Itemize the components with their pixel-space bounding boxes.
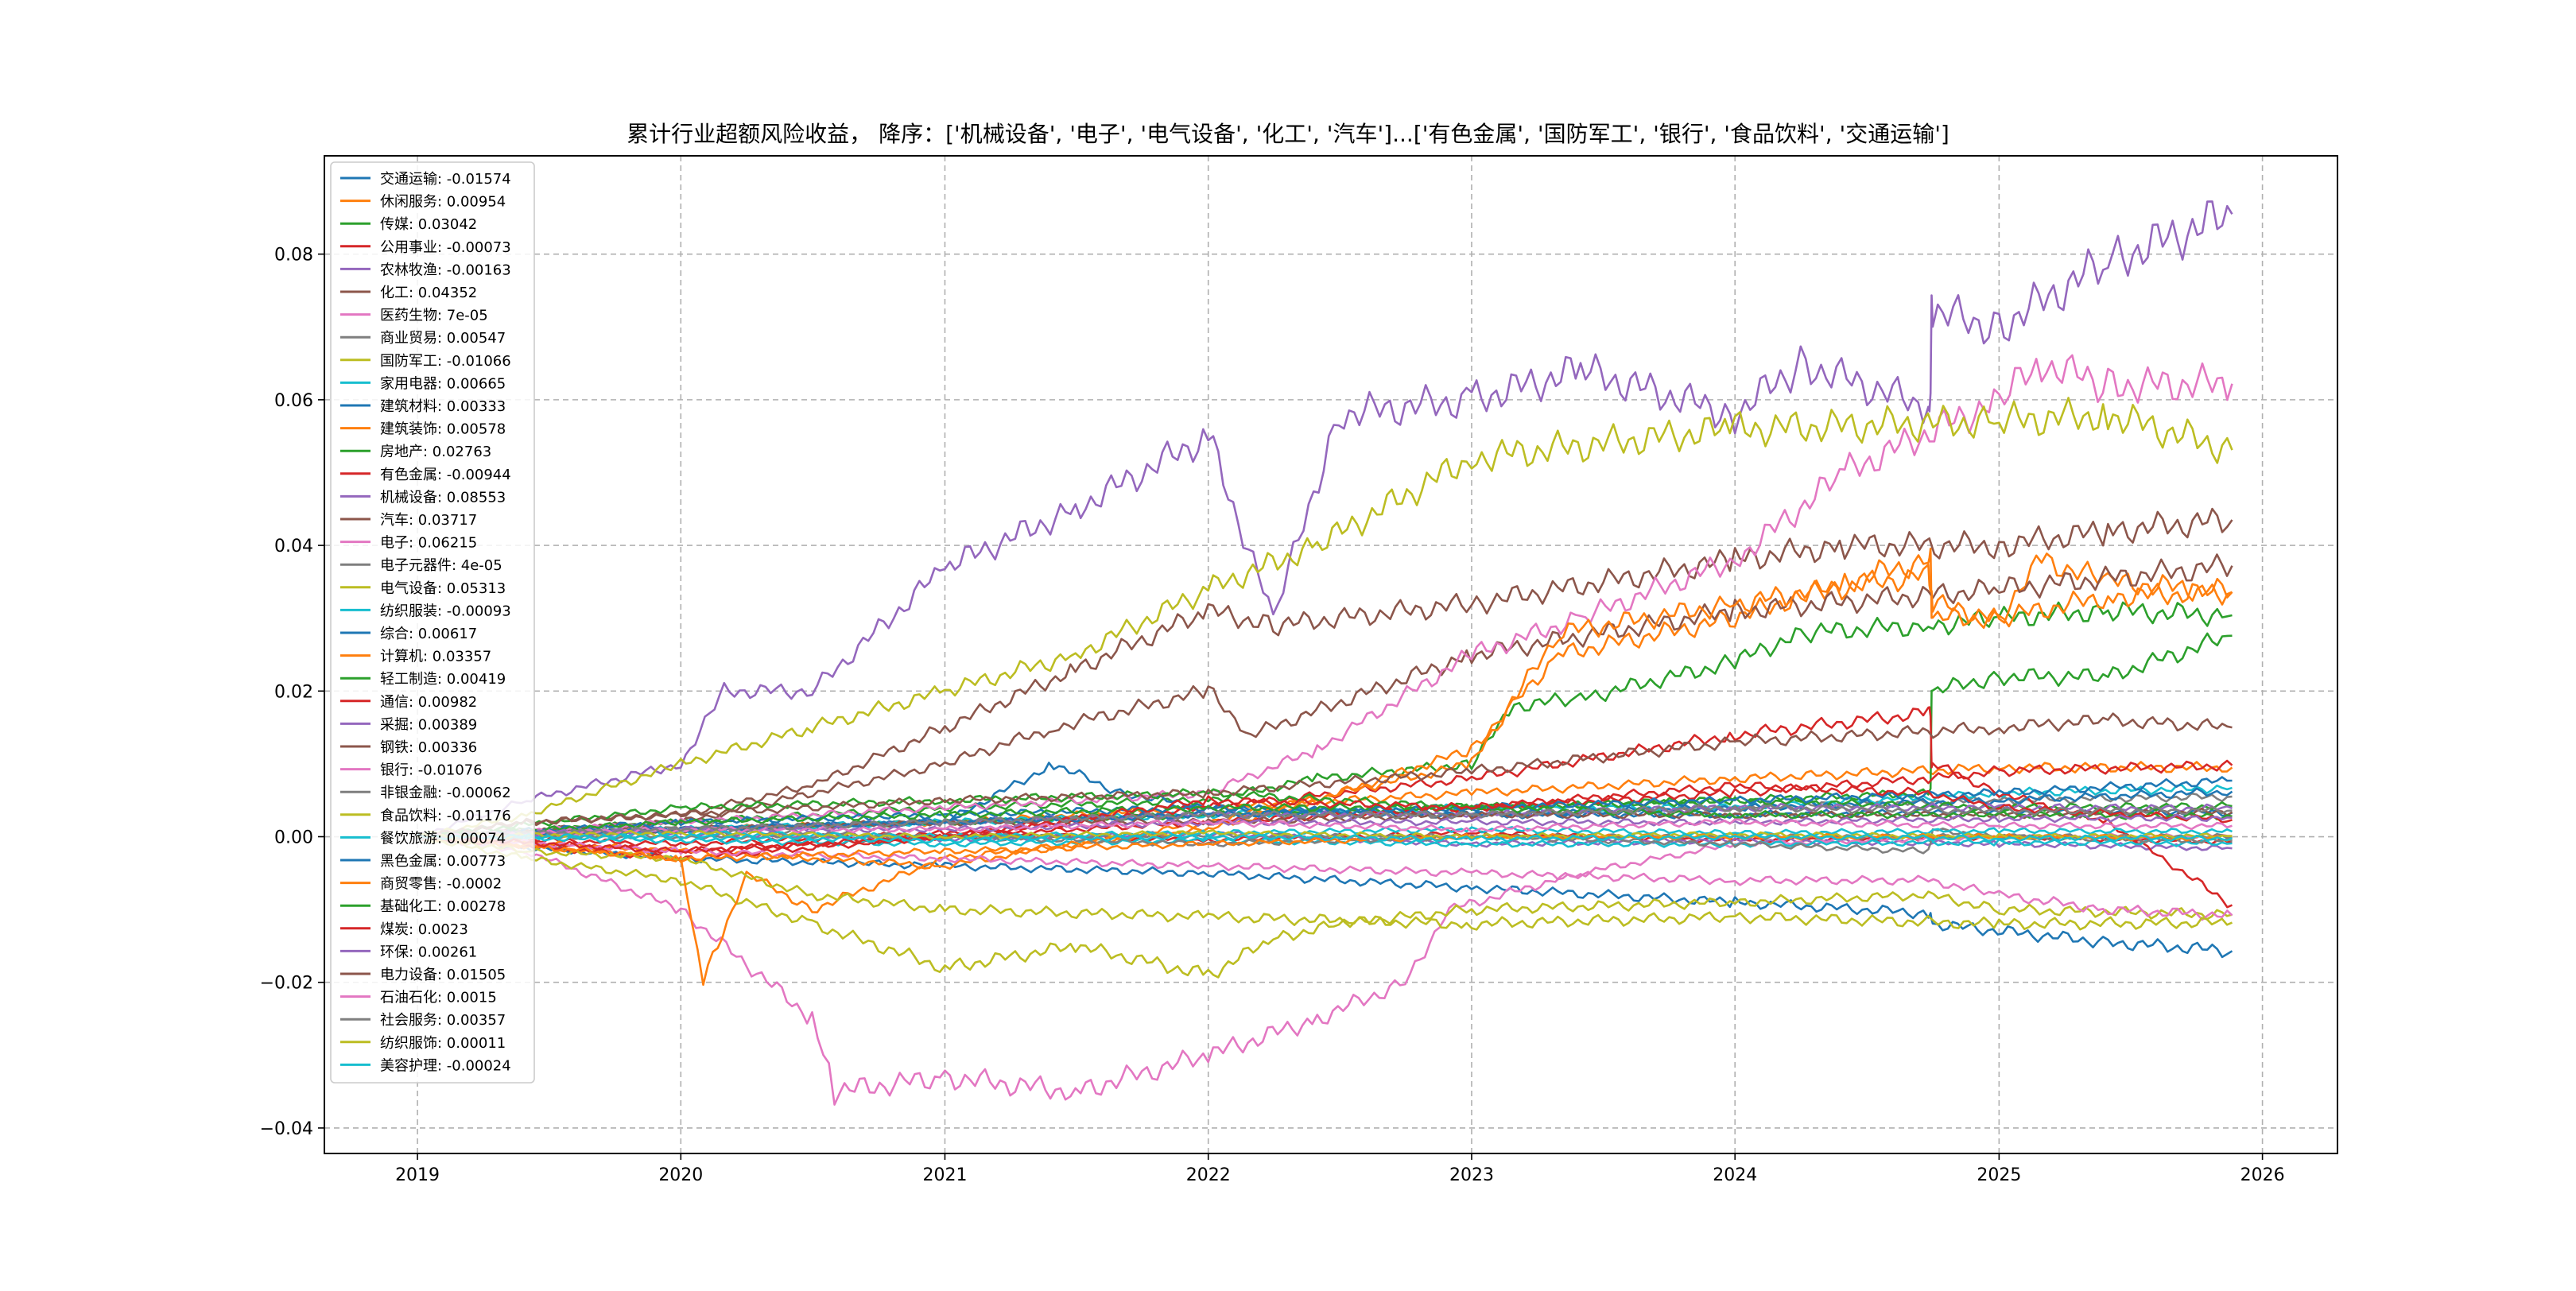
legend-label: 非银金融: -0.00062	[380, 785, 511, 801]
series-line-26	[417, 834, 2233, 921]
grid-layer	[324, 156, 2337, 1153]
series-line-39	[417, 832, 2233, 844]
y-tick-label: 0.08	[274, 246, 313, 266]
series-line-31	[417, 832, 2233, 863]
series-line-35	[417, 712, 2233, 840]
legend-label: 建筑材料: 0.00333	[380, 398, 506, 415]
series-line-11	[417, 547, 2233, 987]
x-tick-label: 2025	[1977, 1165, 2021, 1185]
y-tick-label: 0.06	[274, 391, 313, 411]
legend-label: 煤炭: 0.0023	[380, 921, 468, 938]
legend-label: 美容护理: -0.00024	[380, 1057, 511, 1074]
x-tick-label: 2019	[395, 1165, 440, 1185]
legend-label: 银行: -0.01076	[380, 762, 483, 779]
x-tick-label: 2021	[922, 1165, 967, 1185]
legend-label: 传媒: 0.03042	[380, 216, 477, 233]
legend-label: 国防军工: -0.01066	[380, 353, 511, 370]
series-line-8	[417, 834, 2233, 979]
plot-frame	[324, 155, 2338, 1154]
series-line-15	[417, 553, 2233, 839]
chart-title: 累计行业超额风险收益， 降序：['机械设备', '电子', '电气设备', '化…	[627, 121, 1949, 147]
x-tick-label: 2020	[658, 1165, 703, 1185]
series-line-38	[417, 829, 2233, 840]
x-tick-label: 2026	[2240, 1165, 2285, 1185]
series-line-6	[417, 832, 2233, 1106]
legend-label: 电子元器件: 4e-05	[380, 557, 502, 574]
series-line-2	[417, 601, 2233, 839]
tick-layer: 2019 2020 2021 2022 2023 2024 2025 2026 0.08 0.06…	[260, 246, 2285, 1185]
y-tick-label: 0.04	[274, 537, 313, 556]
legend-box	[330, 161, 535, 1084]
legend-label: 食品饮料: -0.01176	[380, 808, 511, 824]
legend-label: 环保: 0.00261	[380, 944, 477, 960]
legend-label: 石油石化: 0.0015	[380, 990, 497, 1006]
legend-label: 电气设备: 0.05313	[380, 580, 506, 597]
series-line-32	[417, 788, 2233, 839]
legend-label: 社会服务: 0.00357	[380, 1012, 506, 1029]
legend-label: 医药生物: 7e-05	[380, 308, 488, 324]
x-tick-label: 2024	[1713, 1165, 1757, 1185]
series-line-37	[417, 803, 2233, 839]
x-tick-label: 2022	[1186, 1165, 1231, 1185]
series-line-14	[417, 200, 2233, 836]
legend-label: 商贸零售: -0.0002	[380, 876, 502, 893]
legend-label: 农林牧渔: -0.00163	[380, 262, 511, 278]
legend-label: 交通运输: -0.01574	[380, 171, 511, 188]
legend-label: 化工: 0.04352	[380, 285, 477, 301]
legend-label: 轻工制造: 0.00419	[380, 671, 506, 688]
legend-label: 钢铁: 0.00336	[380, 739, 477, 756]
legend-label: 计算机: 0.03357	[380, 649, 491, 665]
legend-label: 纺织服装: -0.00093	[380, 603, 511, 619]
series-line-16	[417, 354, 2233, 839]
legend-label: 综合: 0.00617	[380, 626, 477, 642]
legend-label: 纺织服饰: 0.00011	[380, 1035, 506, 1052]
legend-label: 建筑装饰: 0.00578	[380, 421, 506, 438]
legend-label: 餐饮旅游: 0.00074	[380, 830, 506, 847]
series-line-23	[417, 759, 2233, 862]
legend-label: 电子: 0.06215	[380, 535, 477, 552]
legend-label: 采掘: 0.00389	[380, 716, 477, 733]
legend-label: 黑色金属: 0.00773	[380, 853, 506, 870]
series-line-33	[417, 781, 2233, 854]
y-tick-label: −0.02	[260, 974, 313, 994]
y-tick-label: 0.00	[274, 828, 313, 848]
legend-label: 公用事业: -0.00073	[380, 239, 511, 256]
legend-label: 家用电器: 0.00665	[380, 375, 506, 392]
series-line-36	[417, 818, 2233, 840]
legend-label: 基础化工: 0.00278	[380, 898, 506, 915]
series-line-18	[417, 397, 2233, 840]
legend-label: 房地产: 0.02763	[380, 444, 491, 460]
legend-label: 机械设备: 0.08553	[380, 489, 506, 506]
x-tick-label: 2023	[1449, 1165, 1494, 1185]
legend-label: 休闲服务: 0.00954	[380, 194, 506, 211]
y-tick-label: −0.04	[260, 1119, 313, 1139]
series-layer	[417, 200, 2233, 1106]
legend-label: 有色金属: -0.00944	[380, 467, 511, 483]
legend-label: 商业贸易: 0.00547	[380, 330, 506, 347]
series-line-0	[417, 833, 2233, 959]
y-tick-label: 0.02	[274, 682, 313, 702]
legend: 交通运输: -0.01574 休闲服务: 0.00954 传媒: 0.03042 公用…	[330, 161, 535, 1084]
legend-label: 汽车: 0.03717	[380, 512, 477, 529]
series-line-28	[417, 833, 2233, 931]
series-line-13	[417, 706, 2233, 909]
series-line-5	[417, 507, 2233, 840]
legend-label: 电力设备: 0.01505	[380, 967, 506, 983]
legend-label: 通信: 0.00982	[380, 694, 477, 711]
